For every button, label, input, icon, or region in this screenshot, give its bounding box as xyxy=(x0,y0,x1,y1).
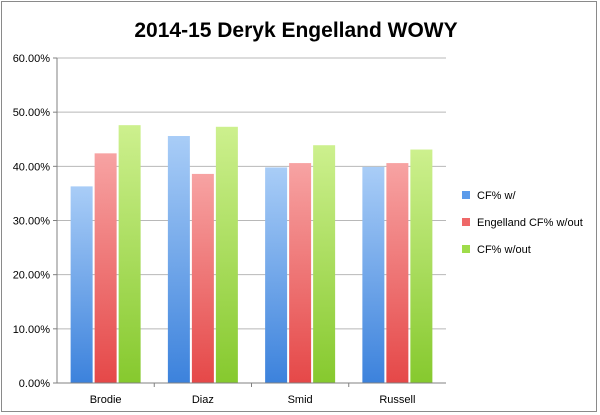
y-tick-label: 40.00% xyxy=(13,161,51,173)
bar xyxy=(118,125,141,384)
bar xyxy=(94,153,117,383)
bar xyxy=(167,136,190,383)
legend-label: CF% w/ xyxy=(477,190,516,202)
y-tick-label: 0.00% xyxy=(19,378,50,390)
y-tick-label: 50.00% xyxy=(13,107,51,119)
bar xyxy=(410,149,433,383)
bar xyxy=(215,126,238,384)
legend-swatch xyxy=(462,191,470,199)
legend-label: Engelland CF% w/out xyxy=(477,217,583,229)
bar xyxy=(70,186,93,383)
y-tick-label: 10.00% xyxy=(13,324,51,336)
y-tick-label: 30.00% xyxy=(13,216,51,228)
bars xyxy=(70,125,433,384)
x-category-label: Brodie xyxy=(90,394,122,406)
y-tick-label: 60.00% xyxy=(13,53,51,65)
bar xyxy=(313,145,336,383)
y-axis-ticks: 0.00% 10.00% 20.00% 30.00% 40.00% 50.00% 60.00… xyxy=(13,53,57,390)
x-category-label: Smid xyxy=(288,394,313,406)
x-category-label: Diaz xyxy=(192,394,214,406)
bar xyxy=(265,167,288,383)
bar xyxy=(191,173,214,383)
x-axis-categories: Brodie Diaz Smid Russell xyxy=(90,383,415,406)
legend-swatch xyxy=(462,218,470,226)
y-tick-label: 20.00% xyxy=(13,270,51,282)
bar xyxy=(362,166,385,383)
legend-swatch xyxy=(462,245,470,253)
legend: CF% w/Engelland CF% w/out CF% w/out xyxy=(462,190,583,256)
chart-title: 2014-15 Deryk Engelland WOWY xyxy=(134,19,457,42)
bar xyxy=(289,163,312,383)
x-category-label: Russell xyxy=(379,394,415,406)
legend-label: CF% w/out xyxy=(477,244,531,256)
bar xyxy=(386,163,409,383)
